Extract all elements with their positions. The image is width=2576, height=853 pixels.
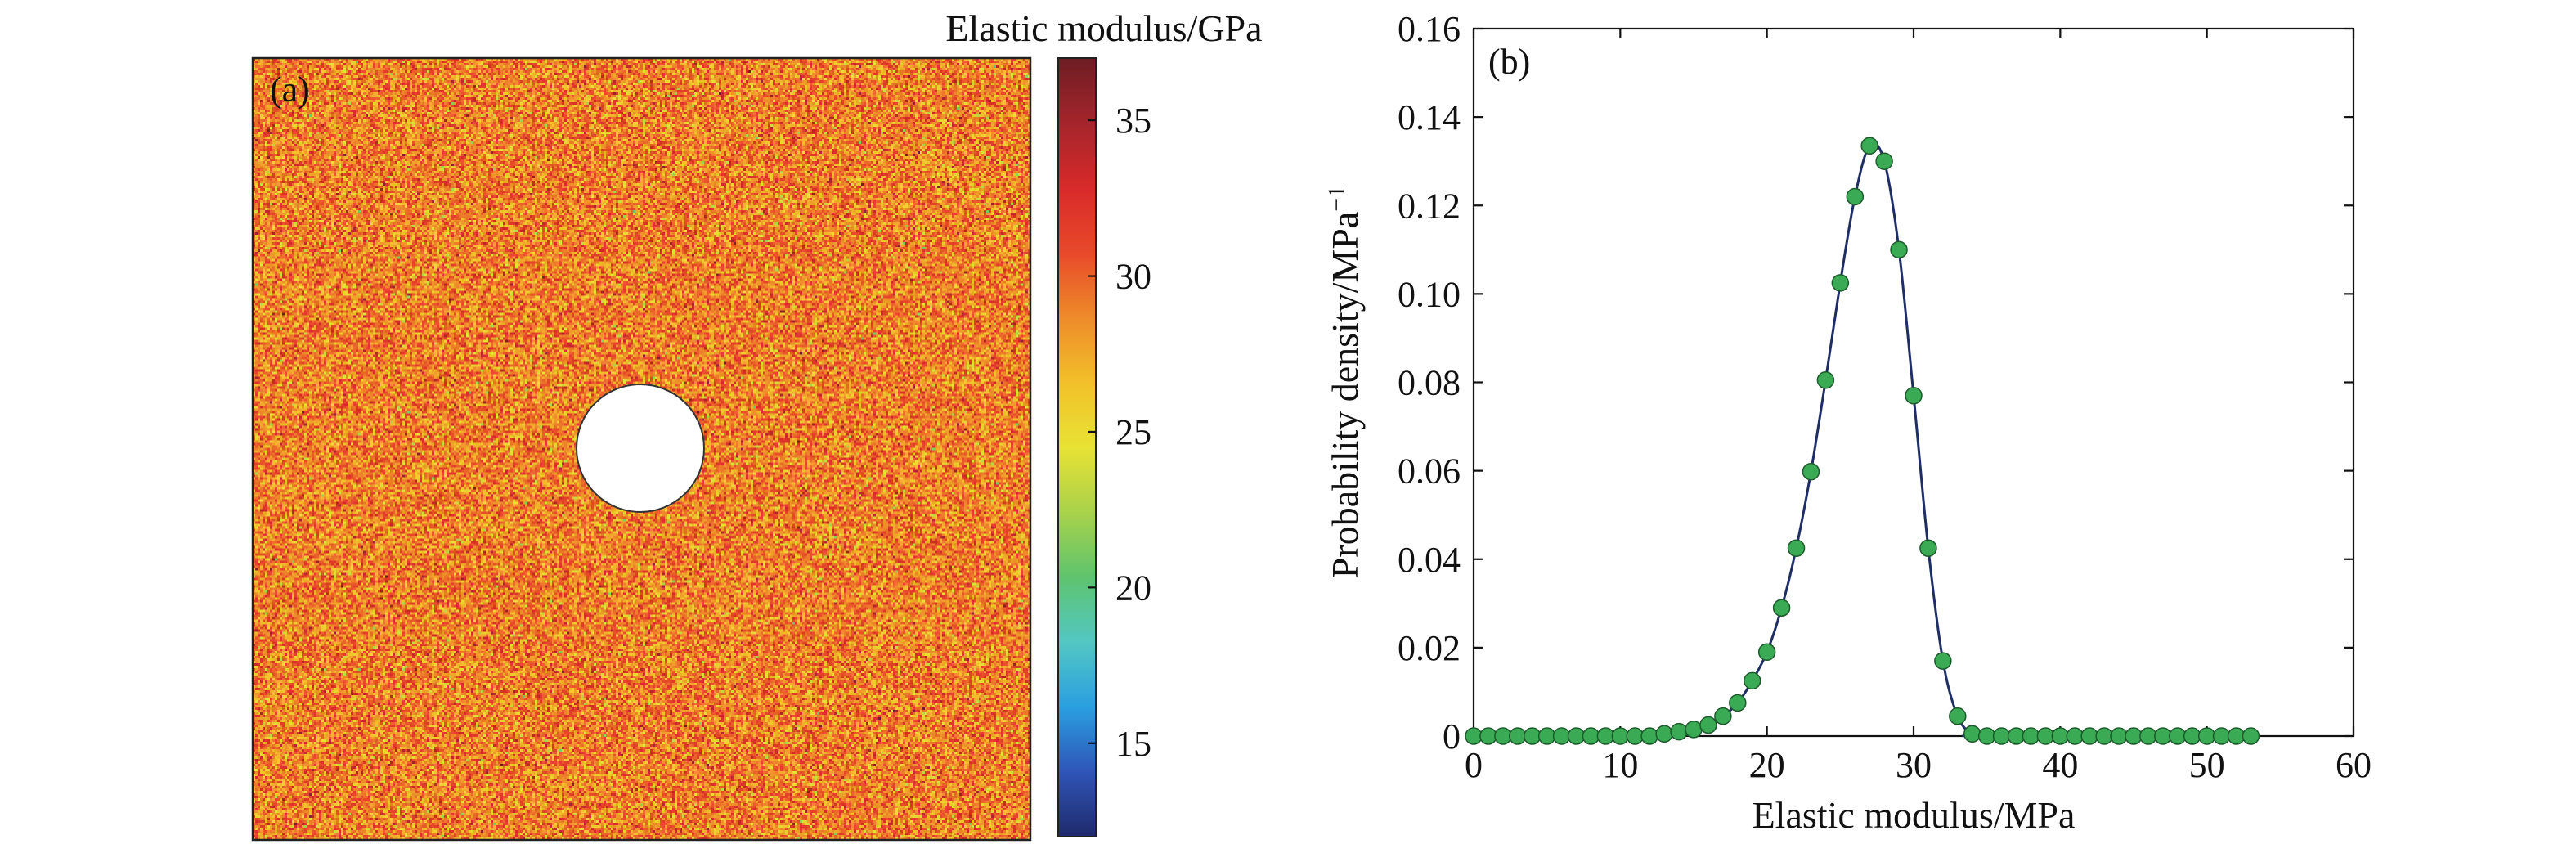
density-curve — [1473, 141, 2251, 738]
density-point — [1846, 187, 1865, 206]
density-point — [1699, 716, 1717, 734]
density-point — [1905, 386, 1923, 405]
density-point — [1875, 152, 1893, 170]
density-point — [1465, 727, 1483, 745]
density-point — [2036, 727, 2055, 745]
plot-frame — [1472, 27, 2355, 738]
y-tick-label: 0.08 — [1398, 363, 1461, 403]
colorbar-gradient — [1057, 57, 1097, 837]
y-tick-label: 0 — [1443, 716, 1461, 756]
density-point — [2007, 727, 2026, 745]
density-point — [1816, 371, 1835, 389]
density-point — [2095, 727, 2113, 745]
density-point — [1992, 727, 2011, 745]
density-point — [1860, 137, 1878, 155]
density-point — [2125, 727, 2143, 745]
density-point — [2080, 727, 2098, 745]
density-point — [1611, 727, 1630, 745]
density-point — [1963, 725, 1981, 743]
density-point — [1787, 539, 1806, 557]
density-point — [1919, 539, 1937, 557]
y-tick-label: 0.16 — [1398, 9, 1461, 49]
density-point — [1743, 671, 1761, 690]
x-axis-title: Elastic modulus/MPa — [1752, 794, 2076, 836]
colorbar-ticks: 15 20 25 30 35 — [1088, 101, 1151, 764]
density-point — [1596, 727, 1615, 745]
density-point — [2051, 727, 2070, 745]
modulus-field-panel: (a) — [251, 56, 1032, 842]
y-tick-label: 0.12 — [1398, 186, 1461, 226]
panel-label-a: (a) — [270, 70, 310, 110]
density-point — [1729, 694, 1747, 712]
density-point — [2242, 727, 2260, 745]
density-point — [1552, 727, 1571, 745]
y-tick-label: 0.14 — [1398, 97, 1461, 137]
field-frame — [251, 56, 1032, 842]
density-point — [2139, 727, 2157, 745]
density-point — [1757, 643, 1776, 662]
density-point — [1494, 727, 1512, 745]
y-tick-label: 0.06 — [1398, 451, 1461, 492]
density-point — [1537, 727, 1556, 745]
probability-density-panel: 0 10 20 30 40 50 60 00.020.040.060.080.100.120… — [1323, 9, 2372, 836]
density-point — [2183, 727, 2201, 745]
density-point — [2154, 727, 2172, 745]
x-tick-label: 30 — [1896, 745, 1932, 785]
density-point — [1772, 599, 1791, 617]
density-point — [1890, 240, 1908, 259]
colorbar-title: Elastic modulus/GPa — [945, 7, 1262, 49]
x-tick-label: 10 — [1602, 745, 1638, 785]
x-tick-label: 0 — [1465, 745, 1483, 785]
y-tick-label: 0.10 — [1398, 274, 1461, 314]
colorbar-tick-label: 35 — [1115, 101, 1151, 141]
density-point — [2197, 727, 2216, 745]
x-tick-label: 50 — [2189, 745, 2225, 785]
colorbar: Elastic modulus/GPa 15 20 25 30 35 — [945, 7, 1263, 837]
density-point — [2022, 727, 2040, 745]
density-point — [1523, 727, 1542, 745]
x-tick-label: 60 — [2336, 745, 2372, 785]
density-point — [1934, 652, 1952, 670]
density-point — [1626, 727, 1645, 745]
y-tick-label: 0.04 — [1398, 540, 1461, 580]
y-tick-label: 0.02 — [1398, 628, 1461, 668]
colorbar-tick-label: 30 — [1115, 257, 1151, 297]
density-point — [1714, 707, 1732, 725]
x-tick-label: 20 — [1749, 745, 1785, 785]
density-point — [2212, 727, 2231, 745]
density-point — [1582, 727, 1600, 745]
density-points — [1465, 137, 2260, 745]
density-point — [1949, 707, 1967, 725]
colorbar-tick-label: 20 — [1115, 568, 1151, 608]
density-point — [1831, 274, 1850, 292]
density-point — [1509, 727, 1527, 745]
density-point — [1567, 727, 1586, 745]
panel-label-b: (b) — [1488, 42, 1530, 82]
density-point — [1670, 722, 1688, 741]
circular-hole — [576, 384, 705, 513]
density-point — [2227, 727, 2246, 745]
density-point — [2169, 727, 2187, 745]
y-axis-title-main: Probability density/MPa — [1324, 212, 1366, 579]
y-axis-title: Probability density/MPa−1 — [1323, 186, 1366, 578]
colorbar-tick-label: 15 — [1115, 724, 1151, 764]
density-point — [1802, 462, 1820, 481]
density-point — [1685, 721, 1703, 739]
density-point — [2066, 727, 2085, 745]
y-axis-title-sup: −1 — [1323, 186, 1350, 212]
y-axis-ticks: 0 0.02 0.04 0.06 0.08 0.10 0.12 0.14 0.16 — [1398, 9, 2354, 756]
density-point — [2110, 727, 2128, 745]
density-point — [1655, 725, 1673, 743]
density-point — [1640, 727, 1658, 745]
x-axis-ticks: 0 10 20 30 40 50 60 — [1465, 29, 2372, 785]
density-point — [1977, 727, 1996, 745]
density-point — [1479, 727, 1497, 745]
colorbar-tick-label: 25 — [1115, 412, 1151, 452]
x-tick-label: 40 — [2042, 745, 2078, 785]
